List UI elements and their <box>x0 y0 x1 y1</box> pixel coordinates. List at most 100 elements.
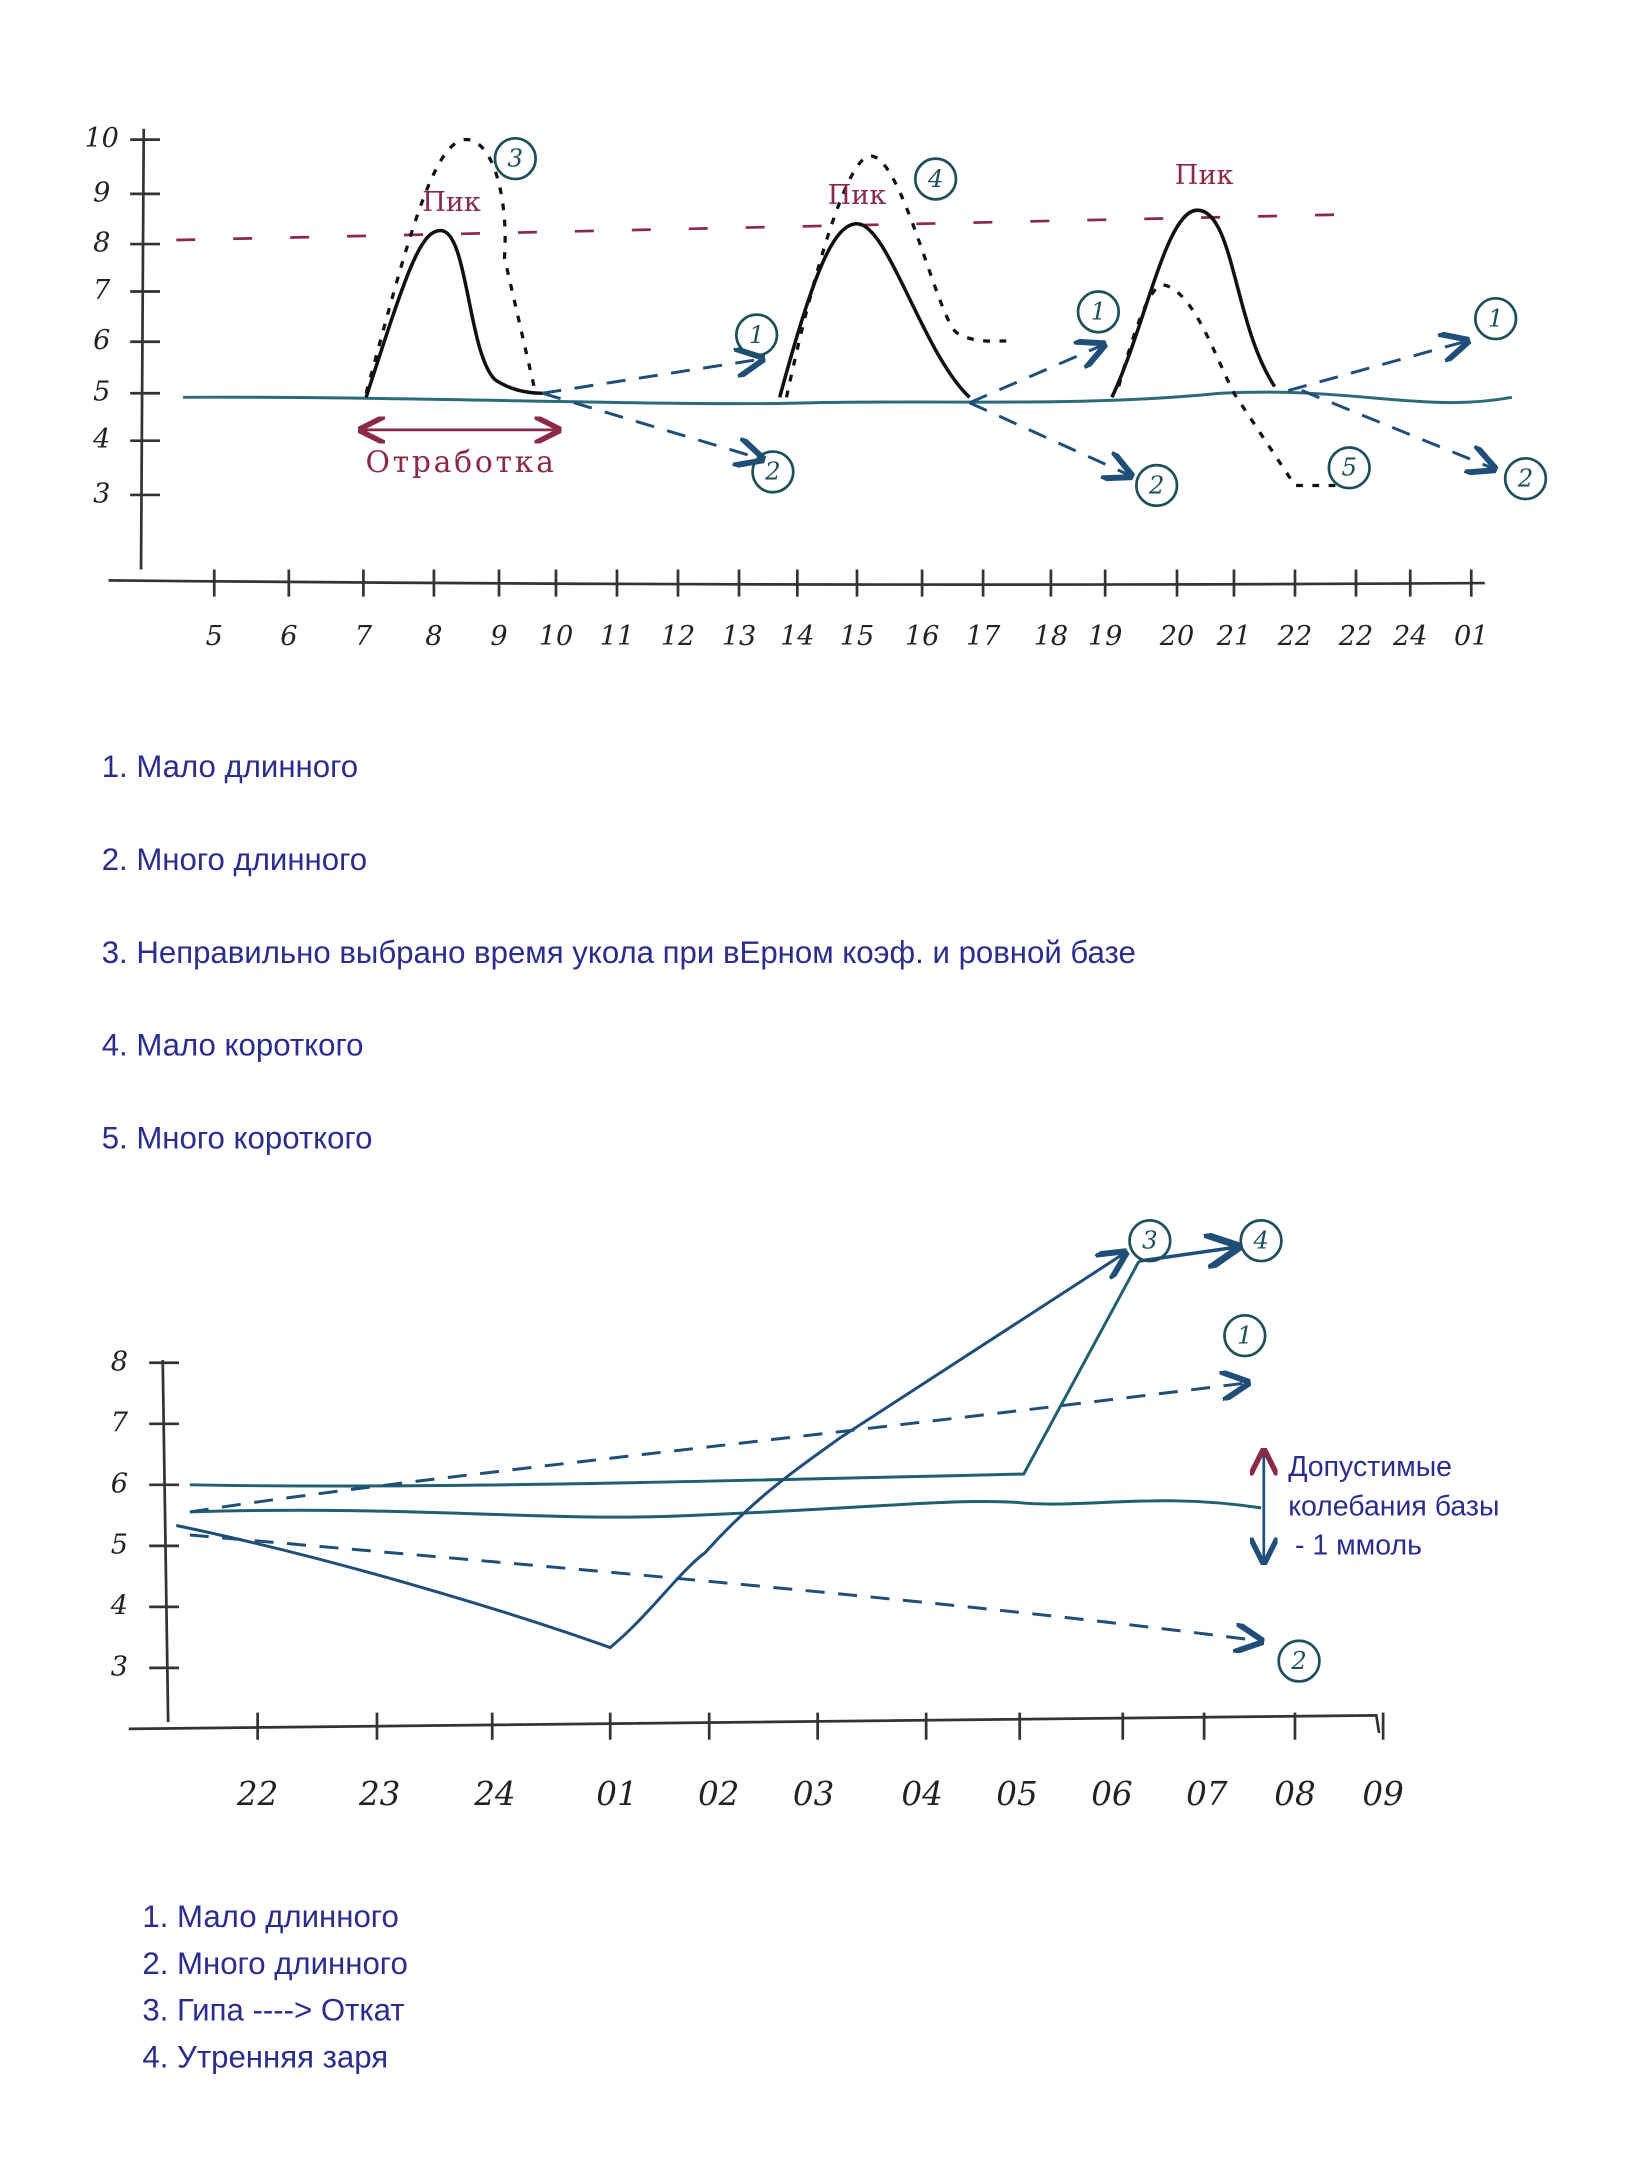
list-item: 4. Мало короткого <box>102 1028 364 1063</box>
marker: 2 <box>751 450 795 494</box>
peak-dotted <box>1117 283 1336 488</box>
list-item: 1. Мало длинного <box>142 1899 398 1934</box>
x-tick-label: 22 <box>236 1775 278 1813</box>
marker: 2 <box>1503 456 1548 501</box>
marker-circle <box>1327 446 1371 490</box>
x-tick-label: 07 <box>1186 1775 1228 1813</box>
y-tick-label: 7 <box>111 1407 129 1438</box>
x-tick-label: 13 <box>722 621 757 652</box>
marker-label: 4 <box>927 164 944 193</box>
list-item: 3. Гипа ----> Откат <box>142 1993 404 2028</box>
y-tick-label: 4 <box>110 1590 128 1621</box>
x-tick-label: 22 <box>1338 621 1374 652</box>
x-tick-label: 01 <box>596 1775 637 1813</box>
y-tick-label: 8 <box>111 1346 128 1377</box>
x-tick-label: 08 <box>1274 1775 1315 1813</box>
dawn-arrow <box>1138 1248 1234 1262</box>
marker: 2 <box>1277 1639 1321 1683</box>
x-tick-label: 19 <box>1088 621 1123 652</box>
x-tick-label: 01 <box>1454 621 1489 652</box>
arrow <box>189 1383 1245 1514</box>
x-tick-label: 18 <box>1034 621 1069 652</box>
x-tick-label: 10 <box>539 621 574 652</box>
x-axis <box>108 579 1485 586</box>
marker-label: 2 <box>764 457 781 486</box>
baseline-high <box>189 1260 1141 1488</box>
y-tick-label: 6 <box>111 1468 128 1499</box>
peak-curve <box>364 228 543 398</box>
marker-circle <box>1076 290 1121 334</box>
baseline-mid <box>189 1499 1262 1519</box>
x-tick-label: 17 <box>966 621 1001 652</box>
y-tick-label: 4 <box>92 424 110 455</box>
arrow <box>542 359 759 395</box>
marker: 5 <box>1327 446 1371 490</box>
x-tick-label: 24 <box>1392 621 1427 652</box>
note-line: - 1 ммоль <box>1295 1530 1422 1562</box>
marker-label: 2 <box>1290 1646 1307 1675</box>
marker-label: 2 <box>1148 470 1165 499</box>
note: Допустимые колебания базы - 1 ммоль <box>1288 1451 1499 1562</box>
arrow <box>1287 342 1464 392</box>
marker-circle <box>1134 463 1179 508</box>
x-tick-label: 20 <box>1159 621 1195 652</box>
x-tick-label: 15 <box>840 621 875 652</box>
marker-circle <box>1473 296 1518 341</box>
peak-dotted <box>364 138 538 394</box>
marker: 1 <box>1076 290 1121 334</box>
target-line <box>176 212 1357 242</box>
y-tick-label: 5 <box>111 1529 128 1560</box>
peak-label: Пик <box>1175 160 1234 191</box>
marker-label: 1 <box>1091 297 1107 326</box>
y-tick-label: 6 <box>93 325 110 356</box>
x-tick-label: 04 <box>901 1775 942 1813</box>
marker-label: 3 <box>508 144 524 173</box>
marker-circle <box>1223 1313 1267 1358</box>
y-tick-label: 10 <box>84 123 119 154</box>
marker: 2 <box>1134 463 1179 508</box>
arrow <box>1301 389 1492 468</box>
marker-label: 2 <box>1517 464 1534 493</box>
hypo-curve <box>175 1436 842 1650</box>
x-tick-label: 24 <box>473 1775 515 1813</box>
marker-label: 1 <box>1237 1321 1253 1350</box>
list-item: 2. Много длинного <box>102 842 367 877</box>
x-tick-label: 23 <box>358 1775 400 1813</box>
marker: 1 <box>734 313 779 357</box>
marker-circle <box>1239 1219 1283 1263</box>
x-tick-label: 14 <box>780 621 815 652</box>
arrow <box>968 346 1102 405</box>
marker-circle <box>1277 1639 1321 1683</box>
x-tick-label: 7 <box>355 621 373 652</box>
x-axis <box>128 1713 1381 1734</box>
lists: 1. Мало длинного 2. Много длинного 3. Непр… <box>102 749 1136 2074</box>
marker: 4 <box>913 157 958 201</box>
marker: 4 <box>1239 1219 1283 1263</box>
x-tick-label: 5 <box>206 621 223 652</box>
list-item: 4. Утренняя заря <box>142 2039 388 2074</box>
note-line: колебания базы <box>1288 1490 1499 1522</box>
x-tick-label: 22 <box>1277 621 1313 652</box>
marker: 3 <box>1128 1219 1172 1263</box>
baseline <box>183 390 1513 406</box>
arrow <box>189 1533 1259 1641</box>
marker-label: 1 <box>749 320 765 349</box>
x-tick-label: 06 <box>1091 1775 1132 1813</box>
arrow <box>541 391 759 458</box>
list-item: 2. Много длинного <box>142 1946 407 1981</box>
x-tick-label: 16 <box>905 621 940 652</box>
peak-curve <box>777 221 971 399</box>
y-axis <box>161 1360 170 1723</box>
peak-label: Пик <box>828 180 887 211</box>
marker-circle <box>1503 456 1548 501</box>
marker-label: 4 <box>1252 1226 1269 1255</box>
x-tick-label: 8 <box>425 621 442 652</box>
x-tick-label: 6 <box>280 621 297 652</box>
marker-label: 1 <box>1488 304 1504 333</box>
marker-circle <box>1128 1219 1172 1263</box>
y-tick-label: 5 <box>93 377 110 408</box>
marker-label: 5 <box>1341 453 1357 482</box>
marker: 3 <box>493 136 537 181</box>
marker: 1 <box>1473 296 1518 341</box>
